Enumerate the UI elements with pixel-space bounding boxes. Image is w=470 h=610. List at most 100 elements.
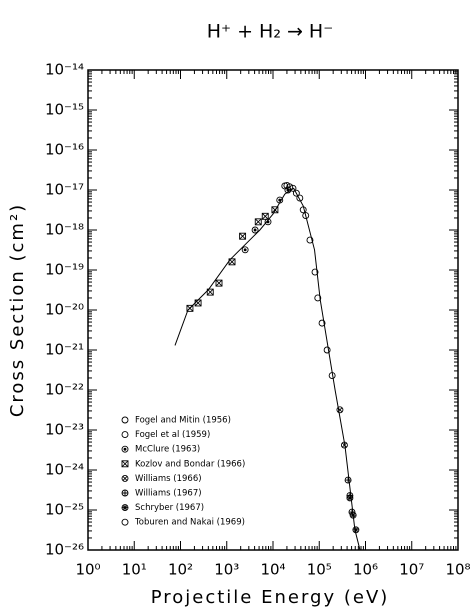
y-tick-label: 10⁻²⁵: [45, 501, 84, 519]
data-point: [121, 504, 129, 512]
data-point: [215, 279, 223, 287]
marker-part: [271, 206, 279, 214]
y-tick-label: 10⁻¹⁷: [45, 181, 84, 199]
legend-label: Williams (1966): [135, 474, 202, 484]
data-point: [318, 319, 326, 327]
x-tick-label: 10⁷: [399, 561, 424, 579]
marker-part: [241, 246, 249, 254]
data-point: [344, 476, 352, 484]
data-point: [289, 184, 297, 192]
data-point: [241, 246, 249, 254]
marker-part: [121, 474, 129, 482]
marker-part: [352, 526, 359, 533]
data-point: [239, 232, 247, 240]
x-tick-label: 10⁴: [260, 561, 285, 579]
legend-label: Toburen and Nakai (1969): [134, 518, 245, 528]
data-point: [121, 445, 129, 453]
fit-curve: [174, 187, 361, 551]
marker-part: [253, 228, 257, 232]
marker-part: [328, 372, 336, 379]
marker-part: [266, 220, 270, 224]
chart-title: H⁺ + H₂ → H⁻: [207, 21, 334, 43]
marker-part: [346, 494, 353, 501]
data-point: [323, 346, 331, 354]
marker-part: [278, 198, 282, 202]
marker-part: [194, 299, 202, 307]
x-tick-label: 10⁵: [307, 561, 332, 579]
marker-part: [311, 268, 319, 276]
marker-part: [337, 407, 343, 413]
marker-part: [123, 447, 127, 451]
marker-part: [239, 232, 246, 240]
data-point: [121, 460, 129, 468]
data-point: [306, 236, 314, 244]
marker-part: [350, 512, 357, 519]
data-point: [254, 218, 262, 226]
data-point: [352, 526, 360, 534]
y-tick-label: 10⁻²¹: [45, 341, 84, 359]
marker-part: [299, 206, 307, 214]
marker-part: [228, 258, 236, 266]
marker-part: [340, 441, 348, 449]
data-point: [194, 299, 202, 307]
y-tick-label: 10⁻²⁴: [45, 461, 84, 479]
data-point: [121, 489, 129, 497]
legend-label: Schryber (1967): [135, 503, 204, 513]
y-tick-label: 10⁻¹⁴: [45, 61, 84, 79]
marker-part: [251, 226, 259, 234]
data-point: [121, 416, 129, 424]
marker-part: [292, 189, 300, 197]
marker-part: [296, 194, 304, 202]
marker-part: [318, 319, 326, 327]
marker-part: [186, 304, 194, 312]
marker-part: [194, 299, 202, 307]
data-point: [276, 196, 284, 204]
data-point: [311, 268, 319, 276]
marker-part: [271, 206, 279, 214]
data-point: [302, 212, 310, 219]
data-point: [346, 494, 354, 502]
data-point: [286, 183, 294, 191]
y-axis-label: Cross Section (cm²): [7, 203, 28, 417]
marker-part: [261, 212, 269, 220]
data-point: [121, 474, 129, 482]
marker-part: [121, 518, 129, 526]
data-point: [296, 194, 304, 202]
x-tick-label: 10³: [214, 561, 239, 579]
marker-part: [314, 294, 322, 302]
y-tick-label: 10⁻¹⁵: [45, 101, 84, 119]
data-point: [271, 206, 279, 214]
y-tick-label: 10⁻²⁰: [45, 301, 84, 319]
x-tick-label: 10²: [168, 561, 193, 579]
data-point: [121, 431, 129, 439]
data-point: [340, 441, 348, 449]
marker-part: [289, 184, 297, 192]
marker-part: [239, 232, 247, 240]
marker-part: [121, 431, 129, 439]
marker-part: [302, 212, 310, 219]
y-tick-label: 10⁻¹⁶: [45, 141, 84, 159]
marker-part: [122, 490, 128, 496]
data-point: [349, 511, 357, 519]
data-point: [251, 226, 259, 234]
data-point: [292, 189, 300, 197]
marker-part: [336, 406, 344, 414]
x-tick-label: 10⁰: [75, 561, 100, 579]
marker-part: [206, 288, 214, 296]
data-point: [299, 206, 307, 214]
marker-part: [345, 477, 352, 484]
legend-label: Kozlov and Bondar (1966): [135, 459, 245, 469]
y-tick-label: 10⁻¹⁹: [45, 261, 84, 279]
marker-part: [342, 442, 347, 448]
legend-label: Fogel and Mitin (1956): [135, 416, 231, 426]
marker-part: [206, 288, 214, 296]
marker-part: [254, 218, 262, 226]
marker-part: [261, 212, 269, 220]
data-point: [186, 304, 194, 312]
x-tick-label: 10⁸: [445, 561, 470, 579]
marker-part: [306, 236, 314, 244]
marker-part: [286, 183, 294, 191]
marker-part: [254, 218, 262, 226]
legend-label: Fogel et al (1959): [135, 430, 210, 440]
